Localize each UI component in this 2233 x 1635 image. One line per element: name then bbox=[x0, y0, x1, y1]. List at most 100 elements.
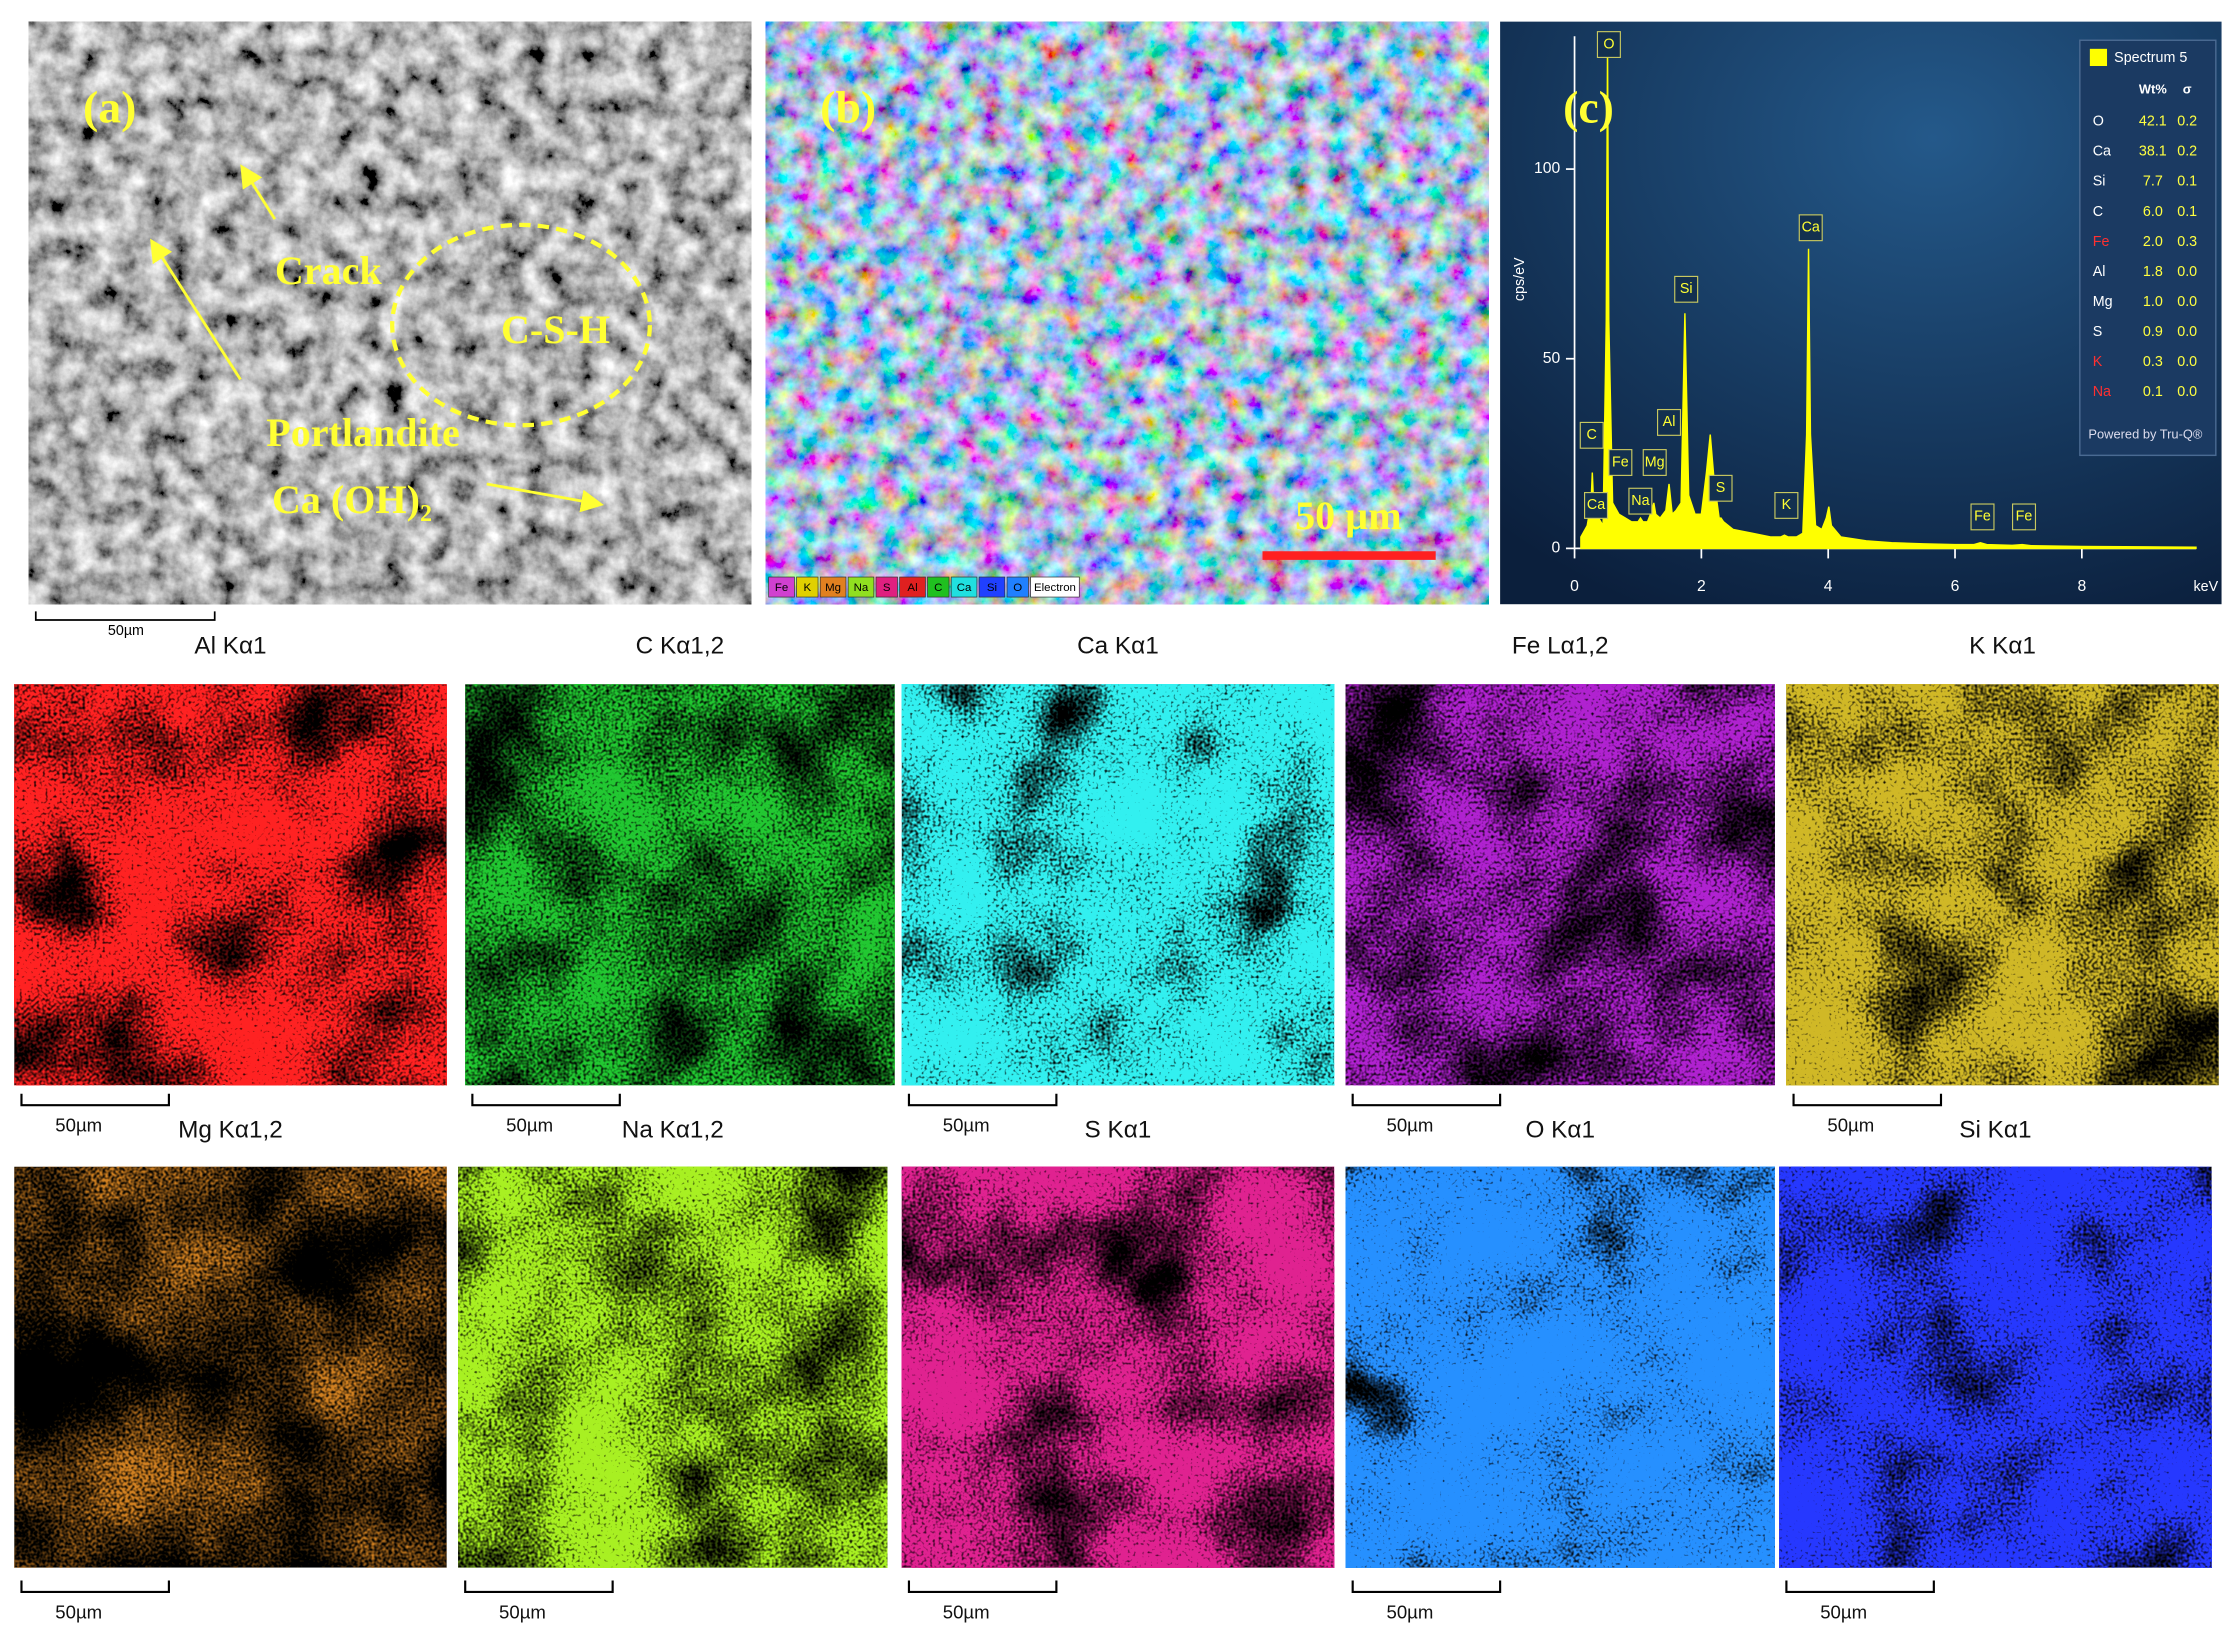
peak-label-box bbox=[1579, 421, 1604, 449]
element-map bbox=[1345, 684, 1775, 1086]
peak-label-box bbox=[1674, 275, 1699, 303]
peak-label: O bbox=[1603, 36, 1614, 52]
element-map bbox=[458, 1166, 888, 1568]
legend-swatch bbox=[2089, 48, 2108, 67]
legend-label: Al bbox=[907, 582, 917, 594]
scale-bar-label: 50µm bbox=[1827, 1115, 1874, 1136]
peak-label-box bbox=[1708, 474, 1733, 502]
spectrum bbox=[1580, 43, 2197, 550]
legend-label: Mg bbox=[825, 582, 841, 594]
annotation: C-S-H bbox=[501, 307, 610, 352]
scale-bar-label: 50µm bbox=[1820, 1601, 1867, 1622]
element: S bbox=[2093, 324, 2103, 340]
sigma: 0.1 bbox=[2177, 174, 2197, 190]
peak-label: K bbox=[1782, 497, 1792, 513]
wt-percent: 0.3 bbox=[2143, 354, 2163, 370]
element: Ca bbox=[2093, 144, 2111, 160]
peak-label-box bbox=[1970, 503, 1995, 531]
element-map bbox=[901, 684, 1335, 1086]
legend-swatch bbox=[819, 576, 847, 598]
scale-bar bbox=[471, 1093, 621, 1107]
panel-label: (a) bbox=[83, 81, 136, 132]
map-title: Ca Kα1 bbox=[1077, 633, 1159, 660]
annotation: Ca (OH)₂ bbox=[272, 477, 432, 522]
peak-label: Fe bbox=[2016, 509, 2033, 525]
legend-swatch bbox=[978, 576, 1006, 598]
element: O bbox=[2093, 114, 2104, 130]
annotation: Crack bbox=[275, 248, 383, 293]
scale-bar-label: 50µm bbox=[55, 1601, 102, 1622]
legend-swatch bbox=[768, 576, 795, 598]
sigma: 0.0 bbox=[2177, 384, 2197, 400]
sigma: 0.1 bbox=[2177, 204, 2197, 220]
element-map bbox=[14, 1166, 447, 1568]
element: Fe bbox=[2093, 234, 2110, 250]
legend-label: S bbox=[883, 582, 891, 594]
legend-swatch bbox=[796, 576, 819, 598]
x-tick-label: 0 bbox=[1570, 578, 1579, 595]
wt-percent: 1.0 bbox=[2143, 294, 2163, 310]
wt-percent: 38.1 bbox=[2139, 144, 2167, 160]
wt-percent: 0.1 bbox=[2143, 384, 2163, 400]
peak-label-box bbox=[1774, 491, 1799, 519]
map-title: Al Kα1 bbox=[194, 633, 266, 660]
scale-bar bbox=[907, 1580, 1058, 1593]
peak-label: C bbox=[1587, 427, 1597, 443]
peak-label-box bbox=[1608, 449, 1633, 476]
peak-label-box bbox=[2011, 503, 2037, 531]
x-axis-label: keV bbox=[2193, 579, 2218, 595]
element-map bbox=[1786, 684, 2219, 1086]
legend-swatch bbox=[875, 576, 898, 598]
map-title: Si Kα1 bbox=[1959, 1116, 2031, 1143]
y-tick-label: 0 bbox=[1551, 540, 1560, 557]
layered-image bbox=[765, 21, 1489, 605]
peak-label-box bbox=[1596, 31, 1621, 58]
legend-swatch bbox=[899, 576, 926, 598]
x-tick-label: 2 bbox=[1697, 578, 1706, 595]
wt-percent: 42.1 bbox=[2139, 114, 2167, 130]
wt-percent: 7.7 bbox=[2143, 174, 2163, 190]
sigma: 0.2 bbox=[2177, 144, 2197, 160]
sigma: 0.3 bbox=[2177, 234, 2197, 250]
scale-bar-label: 50µm bbox=[1386, 1601, 1433, 1622]
map-title: O Kα1 bbox=[1525, 1116, 1595, 1143]
x-tick-label: 8 bbox=[2077, 578, 2086, 595]
scale-bar bbox=[907, 1093, 1058, 1107]
wt-percent: 6.0 bbox=[2143, 204, 2163, 220]
column-header: Wt% bbox=[2139, 82, 2167, 97]
element-map bbox=[14, 684, 447, 1086]
scale-bar-label: 50µm bbox=[943, 1601, 990, 1622]
sem-image bbox=[28, 21, 752, 605]
element: Al bbox=[2093, 264, 2106, 280]
legend-label: Ca bbox=[957, 582, 972, 594]
scale-bar-label: 50µm bbox=[108, 623, 144, 639]
sigma: 0.0 bbox=[2177, 294, 2197, 310]
legend-label: O bbox=[1013, 582, 1022, 594]
scale-bar-label: 50µm bbox=[55, 1115, 102, 1136]
element: K bbox=[2093, 354, 2103, 370]
peak-label: Fe bbox=[1612, 454, 1629, 470]
peak-label: Mg bbox=[1645, 454, 1665, 470]
legend-swatch bbox=[1030, 576, 1080, 598]
sigma: 0.0 bbox=[2177, 354, 2197, 370]
scale-bar bbox=[464, 1580, 614, 1593]
element-map bbox=[1779, 1166, 2212, 1568]
legend-label: K bbox=[803, 582, 811, 594]
legend-label: C bbox=[934, 582, 942, 594]
legend-swatch bbox=[927, 576, 950, 598]
legend-swatch bbox=[847, 576, 875, 598]
peak-label: Ca bbox=[1802, 220, 1820, 236]
legend-label: Na bbox=[854, 582, 869, 594]
legend-swatch bbox=[950, 576, 978, 598]
scale-bar bbox=[1785, 1580, 1935, 1593]
map-title: Fe Lα1,2 bbox=[1512, 633, 1609, 660]
map-title: C Kα1,2 bbox=[636, 633, 724, 660]
element: Na bbox=[2093, 384, 2111, 400]
peak-label-box bbox=[1798, 214, 1823, 242]
csh-region bbox=[390, 222, 653, 428]
x-tick-label: 4 bbox=[1824, 578, 1833, 595]
wt-percent: 0.9 bbox=[2143, 324, 2163, 340]
scale-bar-label: 50µm bbox=[506, 1115, 553, 1136]
results-table bbox=[2079, 39, 2217, 457]
